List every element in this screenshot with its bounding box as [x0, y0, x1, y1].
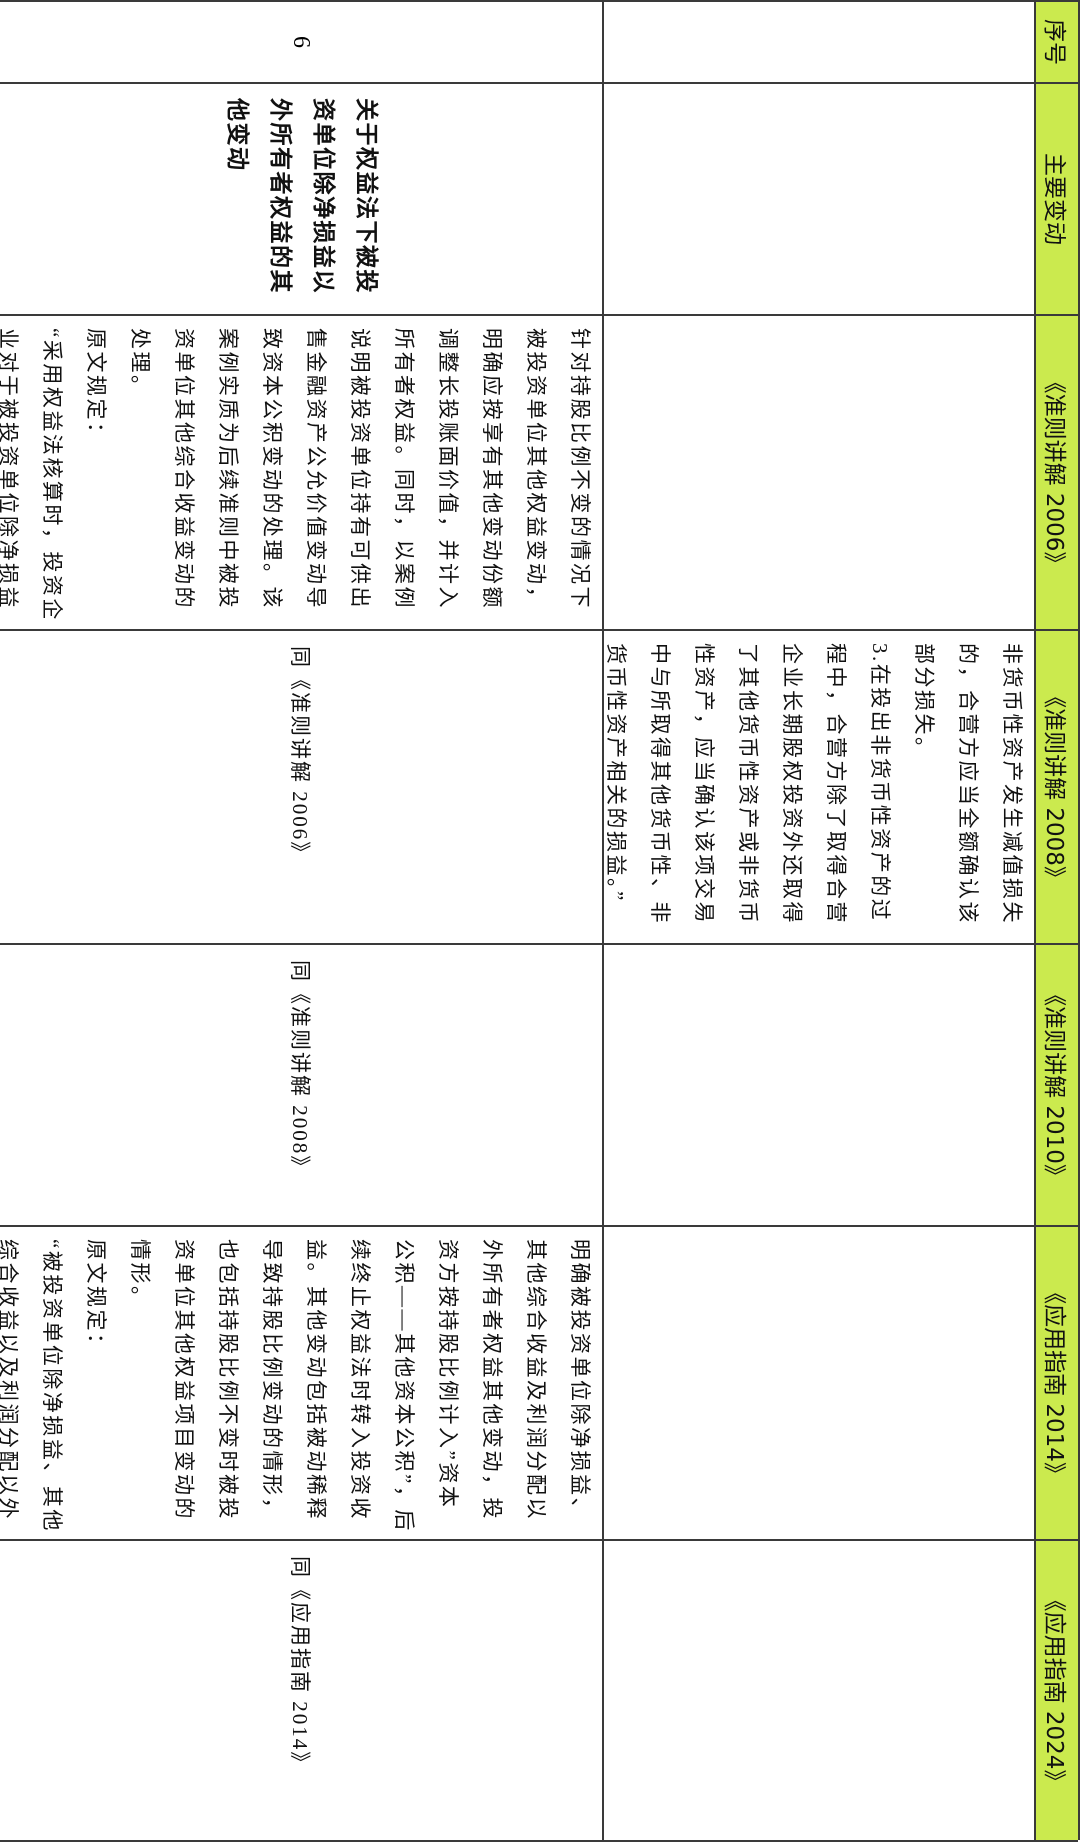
row-continued-2006	[602, 316, 1034, 631]
row-6-2010: 同《准则讲解 2008》	[0, 945, 602, 1227]
header-guide-2006: 《准则讲解 2006》	[1034, 316, 1078, 631]
row-continued-2024	[602, 1541, 1034, 1842]
header-seq: 序号	[1034, 2, 1078, 84]
row-continued-2008: 非货币性资产发生减值损失 的，合营方应当全额确认该 部分损失。 3.在投出非货币…	[602, 631, 1034, 945]
row-continued-seq	[602, 2, 1034, 84]
row-continued-2014	[602, 1227, 1034, 1541]
header-guide-2024: 《应用指南 2024》	[1034, 1541, 1078, 1842]
row-continued-2010	[602, 945, 1034, 1227]
header-guide-2008: 《准则讲解 2008》	[1034, 631, 1078, 945]
row-6-seq: 6	[0, 2, 602, 84]
row-continued-change	[602, 84, 1034, 316]
header-guide-2014: 《应用指南 2014》	[1034, 1227, 1078, 1541]
row-6-2024: 同《应用指南 2014》	[0, 1541, 602, 1842]
row-6-2014: 明确被投资单位除净损益、 其他综合收益及利润分配以 外所有者权益其他变动，投 资…	[0, 1227, 602, 1541]
row-6-2008: 同《准则讲解 2006》	[0, 631, 602, 945]
header-guide-2010: 《准则讲解 2010》	[1034, 945, 1078, 1227]
header-main-change: 主要变动	[1034, 84, 1078, 316]
row-6-2006: 针对持股比例不变的情况下 被投资单位其他权益变动， 明确应按享有其他变动份额 调…	[0, 316, 602, 631]
row-6-change: 关于权益法下被投 资单位除净损益以 外所有者权益的其 他变动	[0, 84, 602, 316]
